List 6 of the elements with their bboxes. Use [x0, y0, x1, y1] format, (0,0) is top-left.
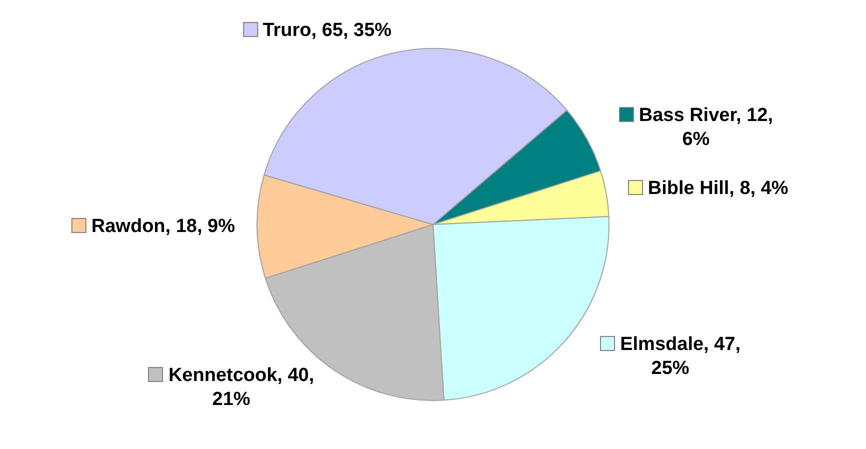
legend-label: Bass River, 12, 6%: [638, 105, 774, 150]
legend-label: Kennetcook, 40, 21%: [168, 364, 314, 410]
legend-label: Bible Hill, 8, 4%: [648, 178, 788, 200]
legend-label: Truro, 65, 35%: [262, 20, 392, 41]
legend-label: Rawdon, 18, 9%: [91, 216, 235, 237]
legend-label: Elmsdale, 47, 25%: [620, 334, 741, 379]
